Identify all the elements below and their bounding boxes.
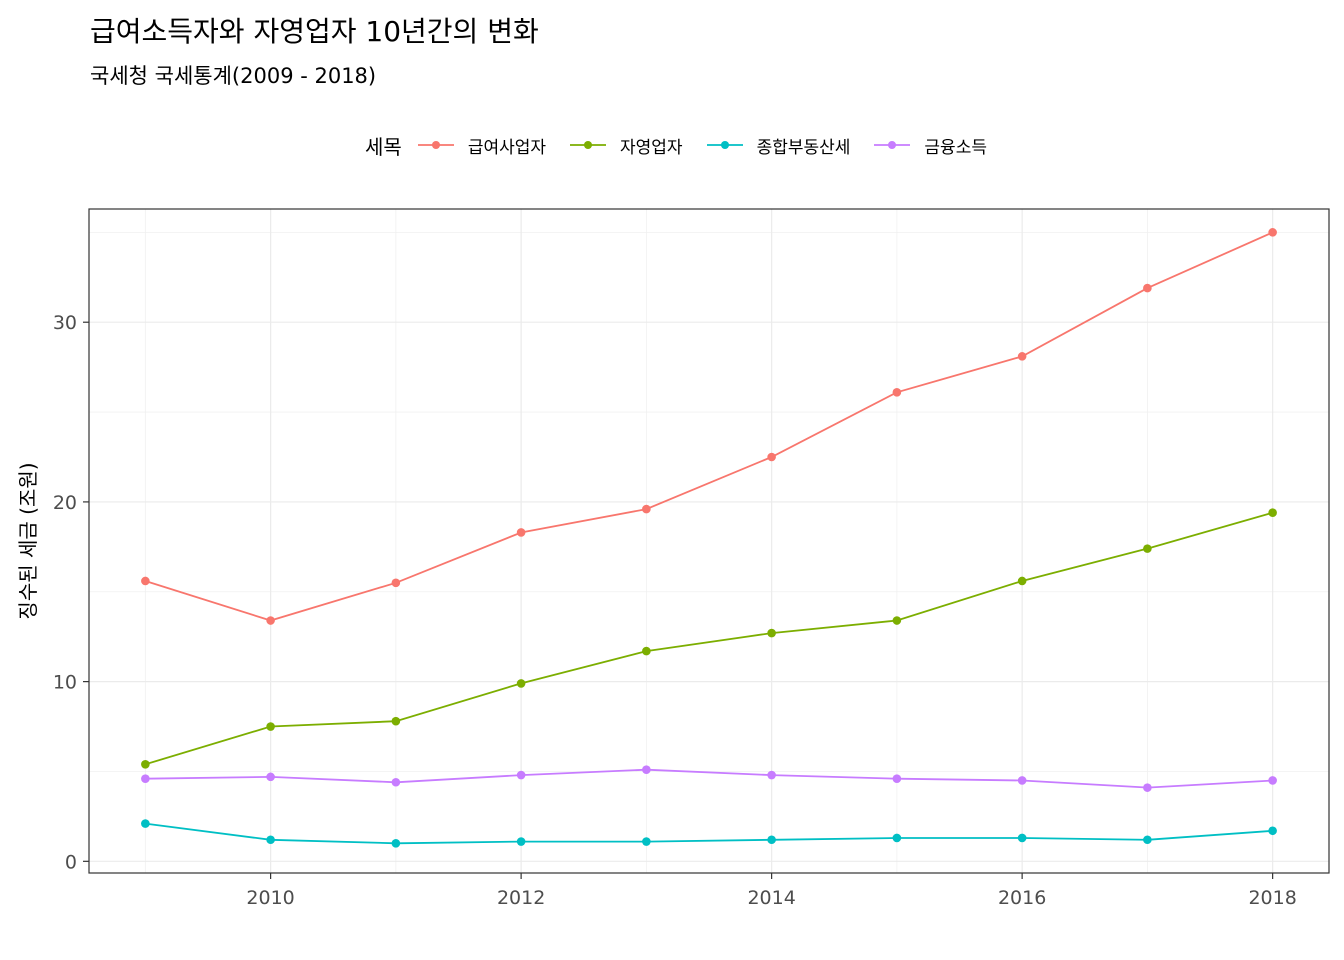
chart-title: 급여소득자와 자영업자 10년간의 변화 — [90, 15, 539, 48]
y-axis-title: 징수된 세금 (조원) — [16, 462, 40, 619]
legend-label-2: 자영업자 — [620, 137, 683, 158]
x-axis: 2010 2012 2014 2016 2018 — [246, 873, 1297, 909]
legend-label-1: 급여사업자 — [467, 137, 547, 158]
x-tick-label-4: 2018 — [1248, 887, 1296, 909]
x-tick-label-3: 2016 — [998, 887, 1046, 909]
series-4-point-2010 — [266, 772, 275, 782]
series-2-point-2017 — [1143, 544, 1152, 553]
legend-key-1 — [417, 141, 454, 149]
series-2-point-2012 — [516, 679, 526, 688]
series-1-point-2014 — [767, 452, 776, 462]
series-3-point-2010 — [266, 835, 275, 845]
series-4-point-2016 — [1017, 776, 1027, 785]
series-1-point-2009 — [141, 576, 150, 586]
series-3-point-2016 — [1017, 833, 1027, 843]
y-tick-label-2: 20 — [53, 492, 77, 514]
series-2-point-2015 — [892, 616, 902, 625]
series-1-point-2018 — [1268, 228, 1277, 237]
legend-item-4: 금융소득 — [872, 133, 987, 158]
legend-title: 세목 — [365, 134, 402, 159]
series-4-point-2013 — [642, 765, 651, 774]
series-3-point-2015 — [892, 833, 902, 843]
y-axis: 0 10 20 30 — [53, 312, 89, 873]
grid-major — [89, 209, 1329, 873]
series-4-point-2017 — [1143, 783, 1152, 792]
series-lines — [145, 231, 1273, 845]
series-4-point-2009 — [141, 774, 150, 783]
legend: 세목 급여사업자 자영업자 종합부동산세 금융소득 — [365, 130, 1009, 160]
series-4-point-2018 — [1268, 776, 1277, 785]
series-2-point-2011 — [391, 716, 401, 726]
legend-label-3: 종합부동산세 — [756, 137, 851, 158]
series-3-point-2014 — [767, 835, 776, 845]
series-2-point-2010 — [266, 722, 275, 731]
y-tick-label-0: 0 — [65, 851, 77, 873]
x-tick-label-0: 2010 — [246, 887, 294, 909]
legend-item-3: 종합부동산세 — [705, 133, 851, 158]
legend-label-4: 금융소득 — [924, 137, 987, 158]
series-line-2 — [145, 511, 1273, 766]
series-1-point-2011 — [391, 578, 401, 588]
x-tick-label-1: 2012 — [497, 887, 545, 909]
series-4-point-2014 — [767, 770, 776, 780]
legend-key-2 — [570, 141, 607, 149]
legend-item-2: 자영업자 — [568, 133, 683, 158]
y-tick-label-3: 30 — [53, 312, 77, 334]
series-1-point-2015 — [892, 387, 902, 397]
y-tick-label-1: 10 — [53, 672, 77, 694]
series-3-point-2011 — [391, 839, 401, 848]
series-line-4 — [145, 768, 1273, 789]
series-line-1 — [145, 231, 1273, 622]
series-1-point-2016 — [1017, 352, 1027, 361]
series-3-point-2013 — [642, 837, 651, 846]
series-2-point-2014 — [767, 628, 776, 638]
series-4-point-2015 — [892, 774, 902, 783]
series-2-point-2009 — [141, 759, 150, 769]
series-2-point-2013 — [642, 646, 651, 656]
series-3-point-2018 — [1268, 826, 1277, 836]
series-points — [141, 228, 1277, 848]
series-2-point-2016 — [1017, 576, 1027, 586]
chart-subtitle: 국세청 국세통계(2009 - 2018) — [90, 64, 377, 88]
legend-item-1: 급여사업자 — [416, 133, 546, 158]
x-tick-label-2: 2014 — [747, 887, 795, 909]
series-line-3 — [145, 822, 1273, 845]
series-1-point-2017 — [1143, 283, 1152, 293]
series-4-point-2012 — [516, 770, 526, 780]
series-3-point-2012 — [516, 837, 526, 846]
legend-key-4 — [874, 141, 911, 149]
legend-key-3 — [706, 141, 743, 149]
series-4-point-2011 — [391, 777, 401, 787]
panel-border — [88, 208, 1330, 874]
series-1-point-2012 — [516, 528, 526, 537]
series-1-point-2010 — [266, 616, 275, 625]
series-3-point-2009 — [141, 819, 150, 828]
series-2-point-2018 — [1268, 508, 1277, 517]
grid-minor — [89, 209, 1329, 873]
series-1-point-2013 — [642, 504, 651, 514]
series-3-point-2017 — [1143, 835, 1152, 845]
